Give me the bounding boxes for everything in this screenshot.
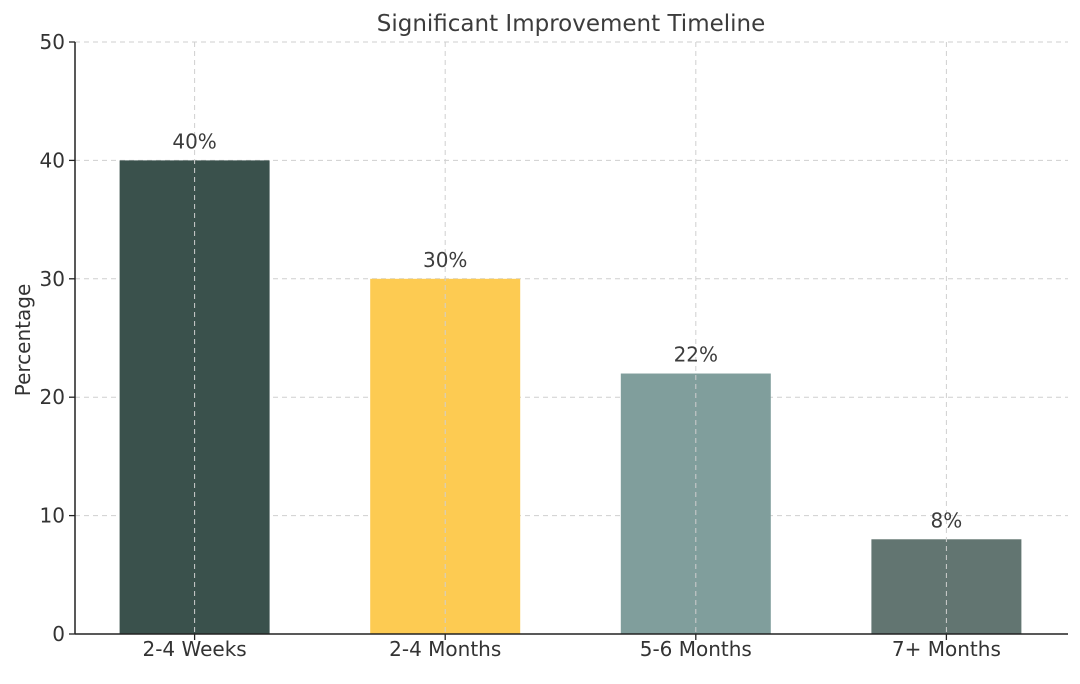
y-axis-ticks: 0 10 20 30 40 50 xyxy=(40,30,75,646)
bar-value-label: 40% xyxy=(172,129,216,153)
data-labels: 40% 30% 22% 8% xyxy=(172,129,962,532)
bar-value-label: 30% xyxy=(423,248,467,272)
x-tick-label: 5-6 Months xyxy=(640,637,752,661)
x-tick-label: 7+ Months xyxy=(892,637,1001,661)
y-tick-label: 0 xyxy=(52,622,65,646)
y-tick-label: 50 xyxy=(40,30,65,54)
axes xyxy=(74,42,1068,635)
y-tick-label: 40 xyxy=(40,148,65,172)
y-tick-label: 20 xyxy=(40,385,65,409)
vertical-grid-lines xyxy=(194,42,947,634)
chart-title: Significant Improvement Timeline xyxy=(377,11,766,37)
y-tick-label: 30 xyxy=(40,267,65,291)
x-axis-ticks: 2-4 Weeks 2-4 Months 5-6 Months 7+ Months xyxy=(142,634,1001,661)
y-axis-label: Percentage xyxy=(11,284,35,397)
bar-value-label: 8% xyxy=(931,508,963,532)
bar-value-label: 22% xyxy=(674,343,718,367)
y-tick-label: 10 xyxy=(40,504,65,528)
x-tick-label: 2-4 Months xyxy=(389,637,501,661)
x-tick-label: 2-4 Weeks xyxy=(142,637,246,661)
